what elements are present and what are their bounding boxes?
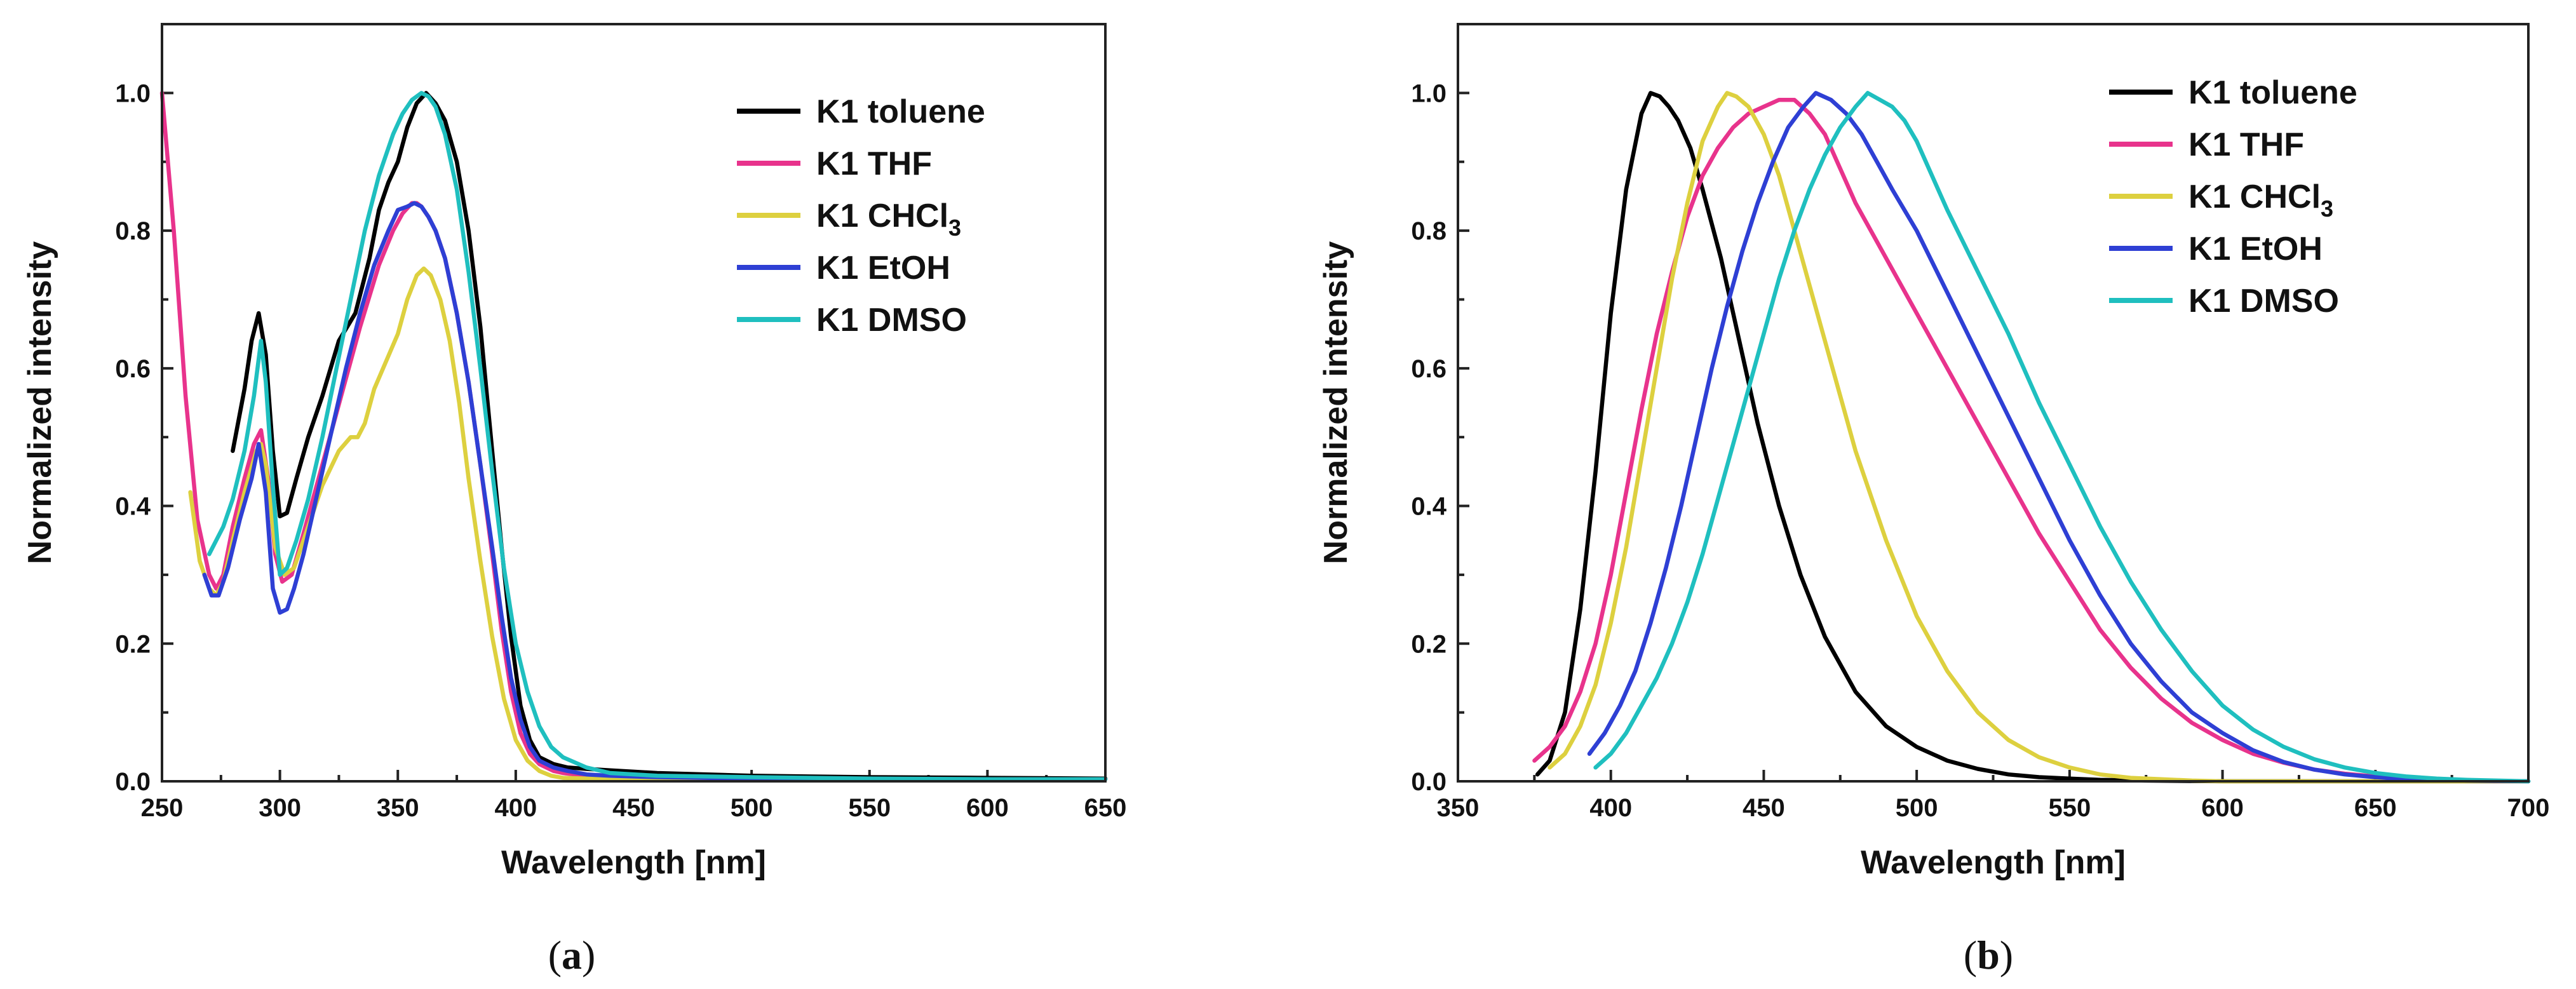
y-tick-label: 0.8 bbox=[1411, 217, 1446, 245]
y-tick-label: 0.4 bbox=[115, 493, 151, 521]
legend-label: K1 toluene bbox=[816, 93, 985, 130]
y-tick-label: 0.0 bbox=[115, 768, 151, 796]
legend-label: K1 CHCl3 bbox=[2188, 178, 2333, 222]
x-tick-label: 400 bbox=[1589, 794, 1632, 822]
plot-frame bbox=[1457, 23, 2530, 783]
plot-frame bbox=[161, 23, 1107, 783]
y-tick-labels: 0.0 0.2 0.4 0.6 0.8 1.0 bbox=[1411, 79, 1446, 796]
legend: K1 toluene K1 THF K1 CHCl3 K1 EtOH K1 DMSO bbox=[2109, 74, 2357, 320]
x-tick-label: 650 bbox=[1084, 794, 1127, 822]
legend-label-main: K1 EtOH bbox=[2188, 231, 2323, 267]
series-line bbox=[188, 266, 1108, 781]
tick-marks bbox=[161, 23, 1107, 783]
legend-label-subscript: 3 bbox=[948, 215, 961, 241]
x-tick-label: 250 bbox=[141, 794, 184, 822]
x-tick-labels: 350 400 450 500 550 600 650 700 bbox=[1437, 794, 2550, 822]
x-tick-label: 550 bbox=[2048, 794, 2091, 822]
y-tick-label: 1.0 bbox=[1411, 79, 1446, 107]
panel-caption: (a) bbox=[548, 932, 596, 978]
y-axis-title: Normalized intensity bbox=[22, 241, 58, 565]
legend-label: K1 THF bbox=[2188, 126, 2304, 163]
series-line bbox=[1535, 91, 2531, 784]
caption-close-paren: ) bbox=[582, 932, 595, 978]
legend: K1 toluene K1 THF K1 CHCl3 K1 EtOH K1 DMSO bbox=[737, 93, 985, 339]
legend-label-main: K1 toluene bbox=[2188, 74, 2357, 111]
x-tick-label: 600 bbox=[2201, 794, 2244, 822]
y-axis-title: Normalized intensity bbox=[1318, 241, 1354, 565]
x-tick-label: 350 bbox=[1437, 794, 1480, 822]
legend-label: K1 DMSO bbox=[2188, 283, 2339, 320]
legend-label-main: K1 EtOH bbox=[816, 250, 950, 286]
legend-label-main: K1 DMSO bbox=[2188, 283, 2339, 320]
x-tick-label: 700 bbox=[2507, 794, 2550, 822]
legend-label-main: K1 THF bbox=[816, 145, 932, 182]
tick-marks bbox=[1457, 23, 2530, 783]
x-tick-label: 500 bbox=[1896, 794, 1938, 822]
legend-label: K1 EtOH bbox=[2188, 231, 2323, 267]
x-tick-label: 400 bbox=[495, 794, 537, 822]
legend-label: K1 CHCl3 bbox=[816, 198, 961, 241]
chart-panel-b: 350 400 450 500 550 600 650 700 0.0 0.2 0.4 0.6 0.8… bbox=[1318, 23, 2550, 978]
panel-caption: (b) bbox=[1964, 932, 2013, 978]
x-tick-label: 450 bbox=[1743, 794, 1785, 822]
legend-label: K1 DMSO bbox=[816, 302, 967, 339]
y-tick-label: 0.6 bbox=[115, 355, 151, 383]
legend-label-main: K1 DMSO bbox=[816, 302, 967, 339]
legend-label-main: K1 toluene bbox=[816, 93, 985, 130]
y-tick-label: 0.4 bbox=[1411, 493, 1446, 521]
x-tick-label: 600 bbox=[966, 794, 1009, 822]
legend-label-subscript: 3 bbox=[2321, 196, 2333, 222]
series-line bbox=[1548, 91, 2531, 784]
x-tick-label: 300 bbox=[259, 794, 301, 822]
y-tick-labels: 0.0 0.2 0.4 0.6 0.8 1.0 bbox=[115, 79, 151, 796]
series-line bbox=[202, 201, 1108, 781]
legend-label: K1 THF bbox=[816, 145, 932, 182]
x-tick-label: 500 bbox=[731, 794, 773, 822]
legend-label-main: K1 THF bbox=[2188, 126, 2304, 163]
y-tick-label: 0.2 bbox=[115, 630, 151, 658]
y-tick-label: 0.0 bbox=[1411, 768, 1446, 796]
chart-panel-a: 250 300 350 400 450 500 550 600 650 0.0 0.2 0.4 0.6… bbox=[22, 23, 1127, 978]
series-line bbox=[159, 91, 1108, 781]
series-lines bbox=[159, 91, 1108, 781]
caption-open-paren: ( bbox=[1964, 932, 1977, 978]
legend-label-main: K1 CHCl bbox=[2188, 178, 2321, 215]
x-axis-title: Wavelength [nm] bbox=[501, 844, 766, 881]
series-line bbox=[1593, 91, 2531, 784]
legend-label: K1 EtOH bbox=[816, 250, 950, 286]
series-line bbox=[1587, 91, 2531, 784]
legend-label: K1 toluene bbox=[2188, 74, 2357, 111]
y-tick-label: 1.0 bbox=[115, 79, 151, 107]
x-tick-label: 550 bbox=[848, 794, 891, 822]
x-tick-label: 650 bbox=[2354, 794, 2397, 822]
y-tick-label: 0.2 bbox=[1411, 630, 1446, 658]
y-tick-label: 0.8 bbox=[115, 217, 151, 245]
legend-label-main: K1 CHCl bbox=[816, 198, 948, 234]
x-tick-labels: 250 300 350 400 450 500 550 600 650 bbox=[141, 794, 1127, 822]
series-line bbox=[231, 91, 1108, 781]
series-line bbox=[1532, 97, 2531, 784]
series-lines bbox=[1532, 91, 2531, 784]
series-line bbox=[207, 91, 1108, 781]
caption-letter: b bbox=[1977, 932, 2000, 978]
x-tick-label: 450 bbox=[612, 794, 655, 822]
x-axis-title: Wavelength [nm] bbox=[1861, 844, 2126, 881]
caption-open-paren: ( bbox=[548, 932, 562, 978]
x-tick-label: 350 bbox=[377, 794, 419, 822]
y-tick-label: 0.6 bbox=[1411, 355, 1446, 383]
caption-close-paren: ) bbox=[2000, 932, 2013, 978]
caption-letter: a bbox=[562, 932, 582, 978]
